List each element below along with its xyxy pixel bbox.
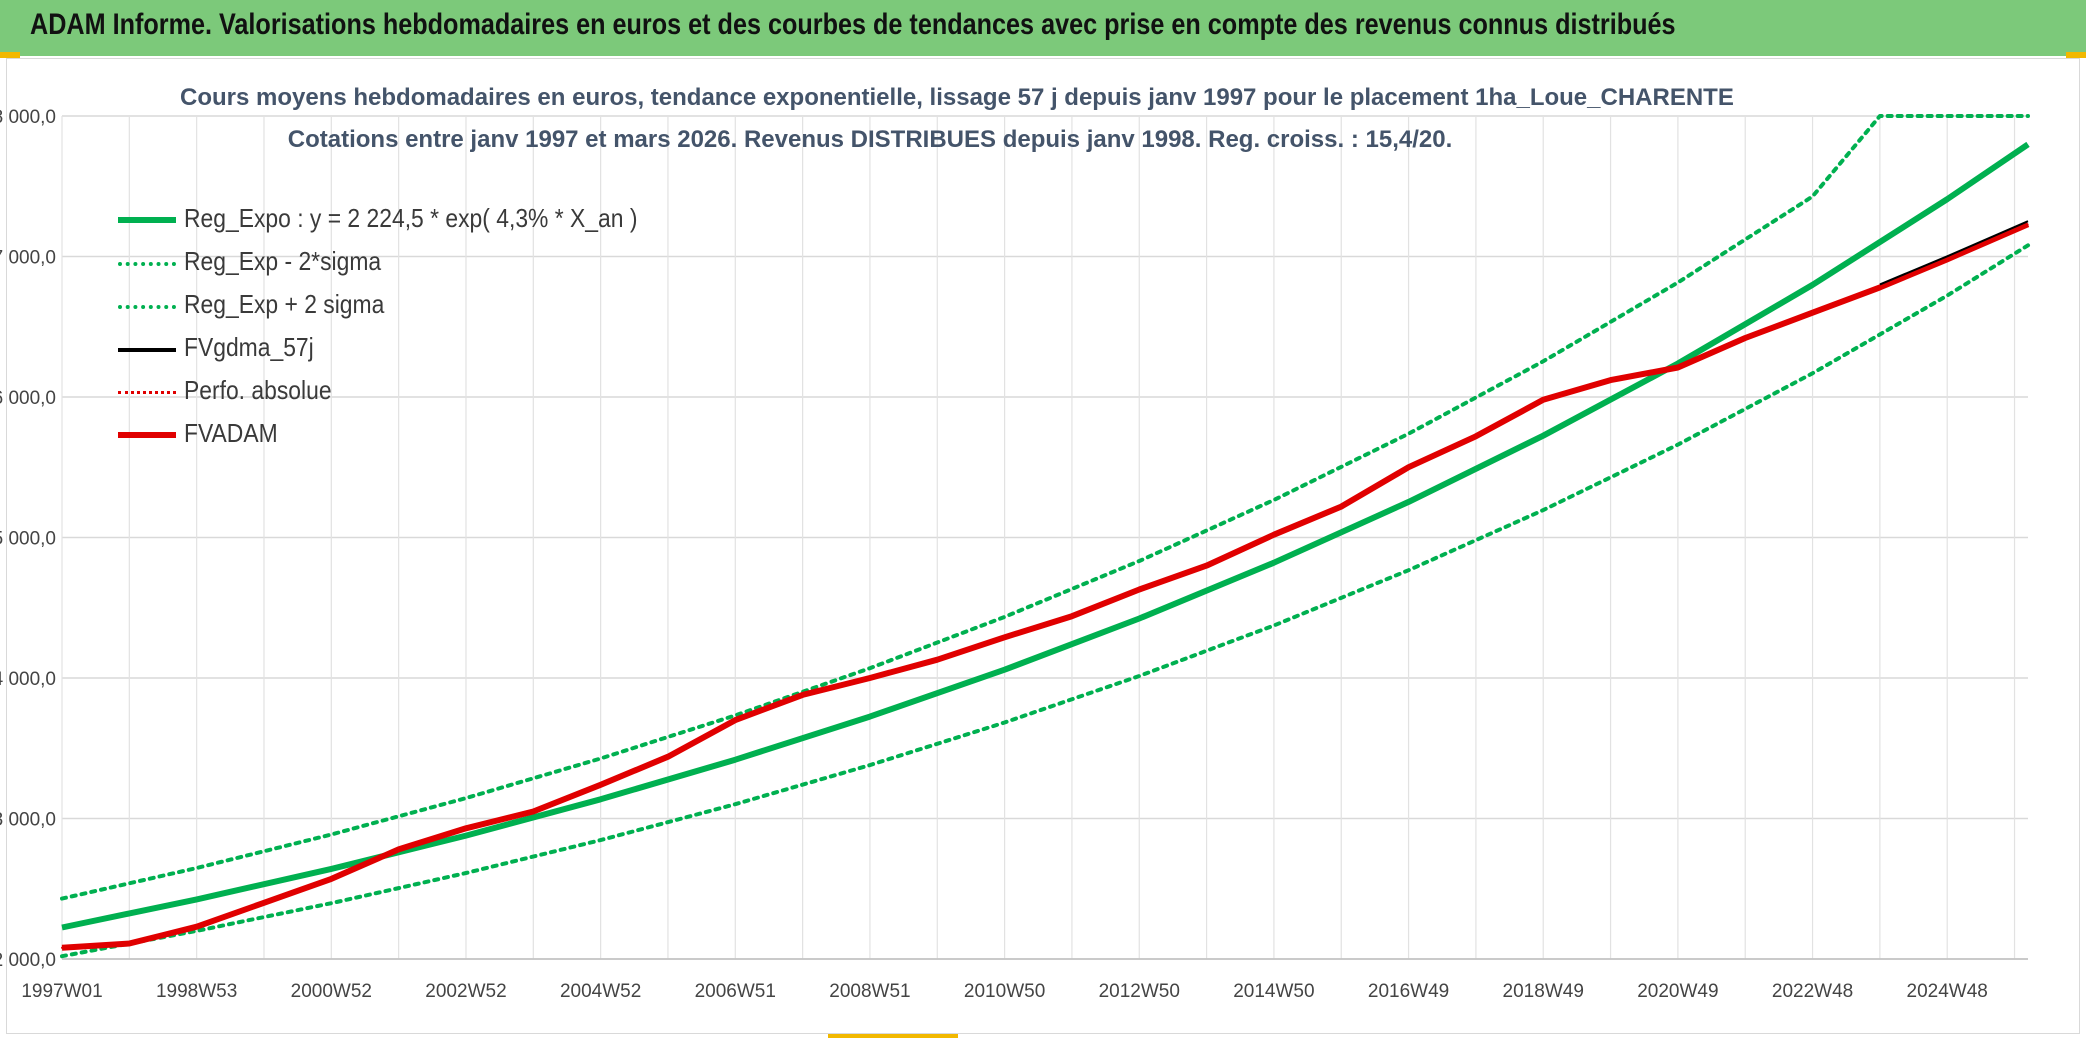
y-tick-label: 4 000,0 bbox=[0, 669, 56, 690]
chart-subtitle: Cotations entre janv 1997 et mars 2026. … bbox=[287, 126, 1453, 153]
chart-title: Cours moyens hebdomadaires en euros, ten… bbox=[180, 84, 1734, 111]
x-tick-label: 2022W48 bbox=[1772, 981, 1853, 1002]
corner-marker-right bbox=[2066, 52, 2086, 58]
x-tick-label: 2010W50 bbox=[964, 981, 1045, 1002]
legend-swatch-perfo-absolue bbox=[118, 391, 176, 394]
y-axis-labels: 2 000,0 3 000,0 4 000,0 5 000,0 6 000,0 7 000… bbox=[0, 107, 56, 971]
x-tick-label: 2004W52 bbox=[560, 981, 641, 1002]
legend-swatch-reg-expo bbox=[118, 217, 176, 223]
x-tick-label: 2020W49 bbox=[1637, 981, 1718, 1002]
corner-marker-left bbox=[0, 52, 20, 58]
x-tick-label: 2008W51 bbox=[829, 981, 910, 1002]
y-tick-label: 5 000,0 bbox=[0, 529, 56, 550]
series-fvadam bbox=[61, 221, 2030, 951]
y-tick-label: 3 000,0 bbox=[0, 810, 56, 831]
x-tick-label: 2002W52 bbox=[425, 981, 506, 1002]
x-tick-label: 2016W49 bbox=[1368, 981, 1449, 1002]
legend-label-fvadam: FVADAM bbox=[184, 418, 278, 448]
legend-label-perfo-absolue: Perfo. absolue bbox=[184, 375, 332, 405]
grid-lines bbox=[61, 115, 2028, 960]
x-axis-labels: 1997W01 1998W53 2000W52 2002W52 2004W52 2006W… bbox=[21, 981, 1988, 1002]
legend-swatch-reg-exp-minus bbox=[118, 262, 176, 266]
y-tick-label: 7 000,0 bbox=[0, 248, 56, 269]
legend-label-fvgdma: FVgdma_57j bbox=[184, 332, 314, 362]
x-tick-label: 2014W50 bbox=[1233, 981, 1314, 1002]
x-tick-label: 2012W50 bbox=[1099, 981, 1180, 1002]
bottom-marker bbox=[828, 1034, 958, 1038]
banner: ADAM Informe. Valorisations hebdomadaire… bbox=[0, 0, 2086, 56]
x-tick-label: 1997W01 bbox=[21, 981, 102, 1002]
legend-swatch-fvgdma bbox=[118, 348, 176, 352]
y-tick-label: 8 000,0 bbox=[0, 107, 56, 128]
series-lines bbox=[60, 114, 2030, 959]
legend-swatch-reg-exp-plus bbox=[118, 305, 176, 309]
y-tick-label: 6 000,0 bbox=[0, 388, 56, 409]
banner-title: ADAM Informe. Valorisations hebdomadaire… bbox=[30, 8, 1676, 41]
x-tick-label: 2006W51 bbox=[695, 981, 776, 1002]
chart-area bbox=[6, 58, 2080, 1034]
y-tick-label: 2 000,0 bbox=[0, 950, 56, 971]
x-tick-label: 1998W53 bbox=[156, 981, 237, 1002]
x-tick-label: 2000W52 bbox=[291, 981, 372, 1002]
x-tick-label: 2018W49 bbox=[1503, 981, 1584, 1002]
series-fvgdma-tail bbox=[1879, 220, 2029, 286]
legend-label-reg-expo: Reg_Expo : y = 2 224,5 * exp( 4,3% * X_a… bbox=[184, 203, 638, 233]
series-reg-exp-minus bbox=[60, 243, 2030, 959]
legend-label-reg-exp-minus: Reg_Exp - 2*sigma bbox=[184, 246, 382, 276]
x-tick-label: 2024W48 bbox=[1907, 981, 1988, 1002]
legend-swatch-fvadam bbox=[118, 432, 176, 438]
legend-label-reg-exp-plus: Reg_Exp + 2 sigma bbox=[184, 289, 385, 319]
